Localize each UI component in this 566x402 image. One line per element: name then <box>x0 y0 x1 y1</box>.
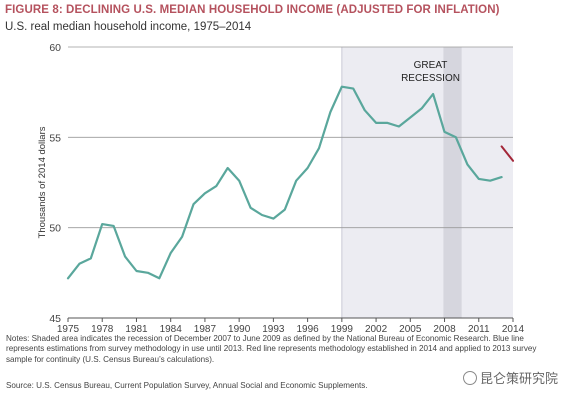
post-1999-shaded-area <box>341 47 513 318</box>
series-line-old-methodology <box>66 85 503 280</box>
x-tick-label-1987: 1987 <box>194 324 217 334</box>
x-tick-label-1999: 1999 <box>331 324 354 334</box>
chart-subtitle: U.S. real median household income, 1975–… <box>5 21 252 33</box>
x-tick-label-2008: 2008 <box>433 324 456 334</box>
recession-annotation-line1: GREAT <box>414 60 448 71</box>
watermark-text: 昆仑策研究院 <box>479 372 558 387</box>
series-line-new-methodology <box>500 145 514 162</box>
chart-source: Source: U.S. Census Bureau, Current Popu… <box>6 381 368 390</box>
recession-annotation-line2: RECESSION <box>401 73 460 84</box>
chart-title: FIGURE 8: DECLINING U.S. MEDIAN HOUSEHOL… <box>5 4 500 16</box>
y-tick-label-45: 45 <box>49 313 61 325</box>
x-tick-label-2014: 2014 <box>502 324 525 334</box>
y-tick-label-50: 50 <box>49 223 61 235</box>
x-tick-label-1993: 1993 <box>262 324 285 334</box>
x-tick-label-1990: 1990 <box>228 324 251 334</box>
watermark: 昆仑策研究院 <box>462 368 558 387</box>
x-tick-label-2005: 2005 <box>399 324 422 334</box>
recession-shaded-area <box>443 47 462 318</box>
chart-notes: Notes: Shaded area indicates the recessi… <box>6 334 537 364</box>
x-tick-label-1975: 1975 <box>57 324 80 334</box>
x-tick-label-1984: 1984 <box>160 324 183 334</box>
income-line-chart: 45 50 55 60 1975 1978 1981 1984 1987 1990 1993 1996… <box>37 42 525 334</box>
x-tick-label-2002: 2002 <box>365 324 388 334</box>
x-tick-label-2011: 2011 <box>468 324 490 334</box>
y-tick-label-60: 60 <box>49 42 61 54</box>
wechat-logo-icon <box>462 371 477 385</box>
y-axis-label: Thousands of 2014 dollars <box>37 126 48 238</box>
y-tick-label-55: 55 <box>49 132 61 144</box>
x-tick-label-1981: 1981 <box>125 324 148 334</box>
x-tick-label-1996: 1996 <box>296 324 319 334</box>
x-tick-label-1978: 1978 <box>91 324 114 334</box>
